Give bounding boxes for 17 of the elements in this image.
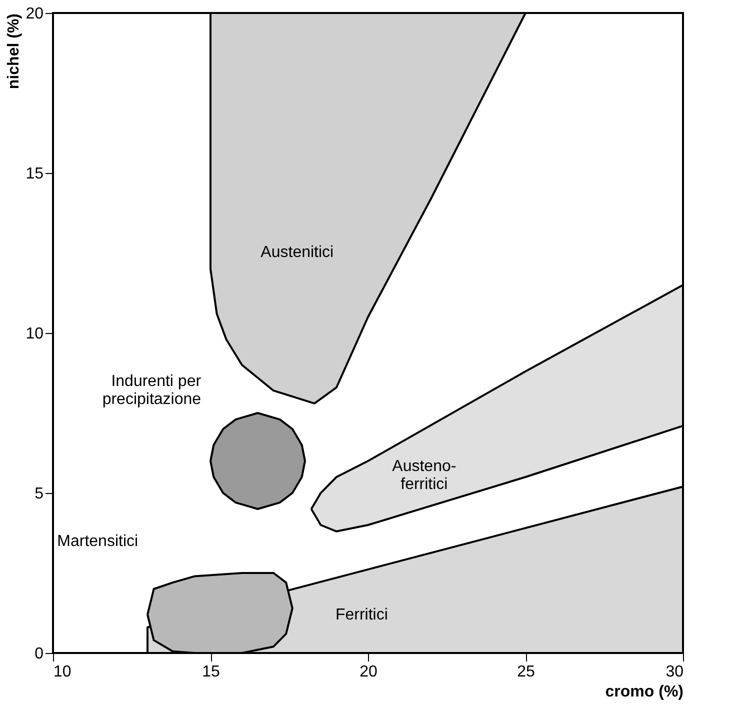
x-tick-label: 20 (360, 664, 378, 680)
y-tick-label: 15 (26, 166, 44, 182)
series-label: Austeno- ferritici (392, 458, 456, 493)
x-tick-label: 30 (666, 664, 684, 680)
x-tick-label: 10 (54, 664, 72, 680)
x-tick-label: 25 (517, 664, 535, 680)
x-axis-title: cromo (%) (605, 684, 684, 700)
text: Martensitici (57, 533, 138, 550)
y-tick-label: 5 (34, 486, 44, 502)
y-tick-label: 20 (26, 6, 44, 22)
y-tick-label: 10 (26, 326, 44, 342)
x-tick-label: 15 (202, 664, 220, 680)
series-label: Ferritici (335, 606, 388, 624)
series-label: Indurenti per precipitazione (102, 373, 202, 408)
y-axis-title: nichel (%) (6, 14, 23, 90)
y-tick-label: 0 (34, 646, 44, 662)
series-label: Austenitici (260, 244, 334, 261)
